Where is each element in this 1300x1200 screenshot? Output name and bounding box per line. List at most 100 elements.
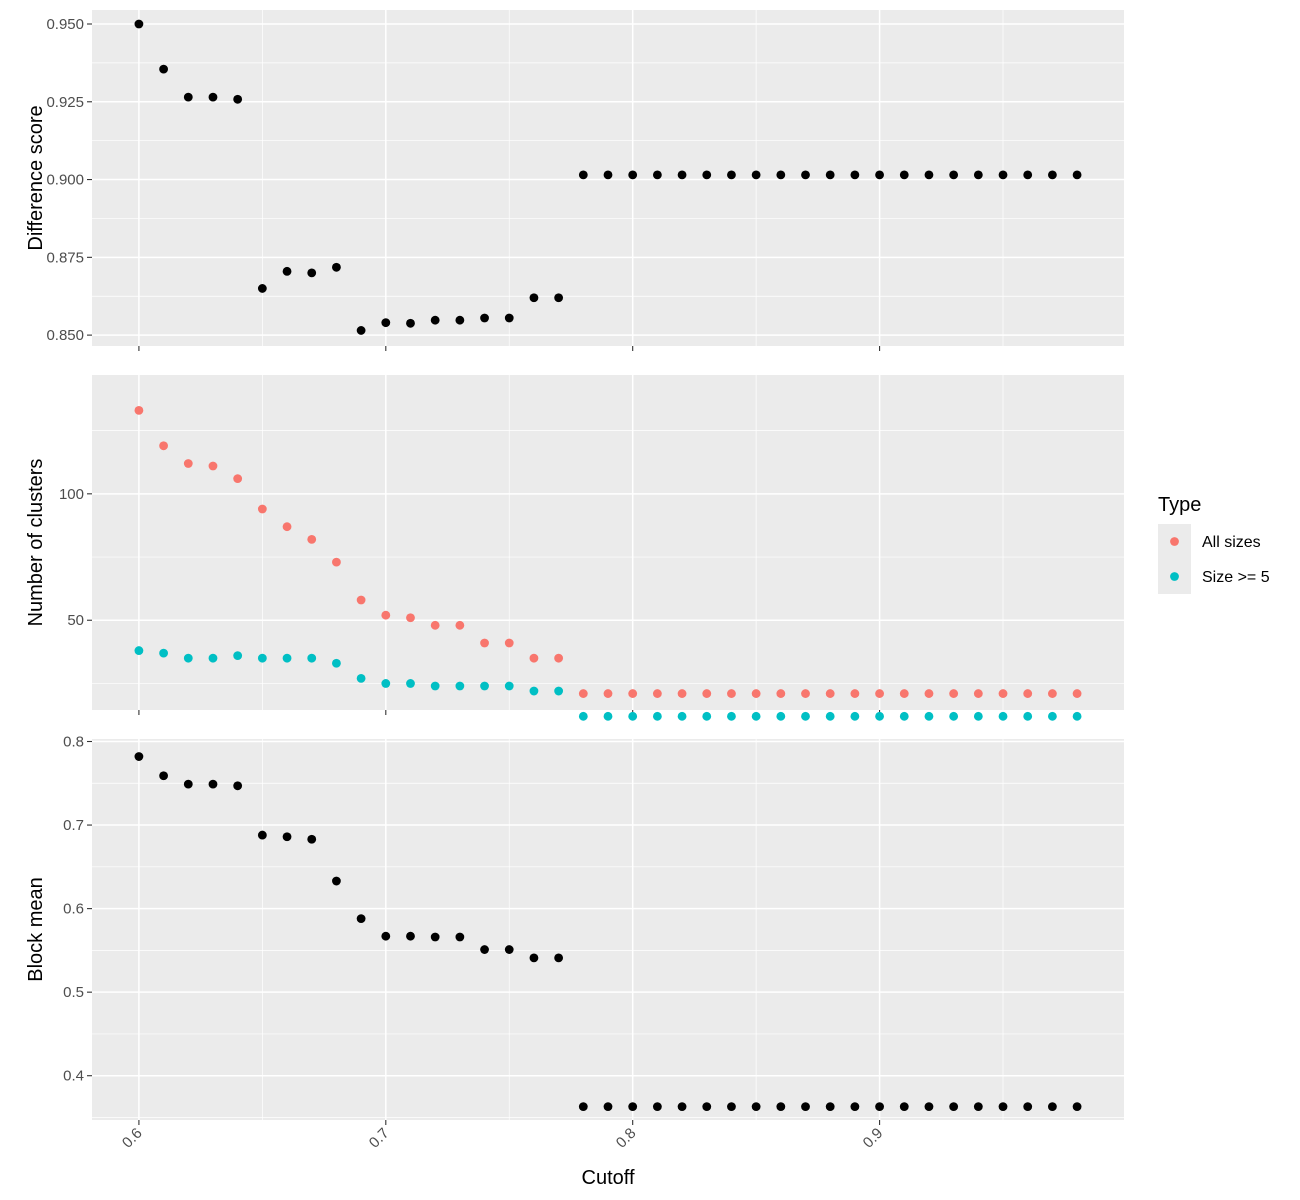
data-point (1072, 1102, 1082, 1112)
data-point (282, 266, 292, 276)
panel-difference-score: 0.850 0.875 0.900 0.925 0.950 Difference scor… (25, 10, 1124, 351)
data-point (998, 689, 1008, 698)
series-number-of-clusters-1 (134, 646, 1082, 721)
data-point (208, 461, 218, 471)
data-point (406, 318, 415, 328)
data-point (1023, 689, 1033, 698)
data-point (949, 689, 959, 698)
data-point (356, 326, 366, 335)
data-point (973, 689, 983, 698)
data-point (554, 293, 564, 303)
data-point (801, 689, 810, 698)
data-point (208, 92, 218, 102)
data-point (307, 534, 317, 544)
data-point (332, 658, 341, 668)
x-tick-label: 0.7 (366, 1125, 393, 1152)
data-point (875, 711, 884, 721)
legend-items: All sizes Size >= 5 (1158, 524, 1270, 594)
data-point (702, 170, 712, 180)
x-axis-title: Cutoff (582, 1167, 635, 1189)
series-difference-score-0 (134, 19, 1082, 335)
data-point (677, 711, 687, 721)
panel-block-mean: 0.4 0.5 0.6 0.7 0.8 Block mean (25, 734, 1124, 1125)
data-point (307, 834, 317, 844)
legend-label: Size >= 5 (1202, 569, 1270, 586)
data-point (973, 170, 983, 180)
data-point (480, 313, 489, 323)
data-point (183, 653, 193, 663)
data-point (578, 1102, 588, 1112)
data-point (257, 504, 267, 514)
data-point (504, 945, 514, 954)
data-point (257, 830, 267, 840)
data-point (134, 646, 144, 655)
legend-title: Type (1158, 494, 1201, 516)
y-tick-label: 0.6 (63, 901, 84, 918)
data-point (603, 689, 613, 698)
y-tick-label: 0.850 (46, 327, 84, 344)
data-point (825, 1102, 835, 1112)
data-point (430, 620, 440, 630)
data-point (973, 711, 983, 721)
data-point (1048, 170, 1057, 180)
data-point (677, 689, 687, 698)
data-point (677, 170, 687, 180)
data-point (875, 689, 884, 698)
data-point (924, 1102, 934, 1112)
data-point (159, 441, 168, 451)
y-tick-label: 100 (59, 486, 84, 503)
data-point (776, 711, 786, 721)
data-point (183, 779, 193, 789)
data-point (554, 653, 564, 663)
data-point (727, 170, 736, 180)
data-point (233, 781, 243, 791)
panel-background (92, 739, 1124, 1120)
data-point (381, 318, 391, 328)
data-point (208, 779, 218, 789)
data-point (652, 689, 662, 698)
data-point (257, 653, 267, 663)
data-point (949, 1102, 959, 1112)
data-point (899, 689, 909, 698)
data-point (776, 170, 786, 180)
data-point (356, 914, 366, 924)
data-point (529, 686, 539, 696)
data-point (801, 1102, 810, 1112)
data-point (825, 170, 835, 180)
data-point (875, 170, 884, 180)
x-tick-label: 0.9 (860, 1125, 887, 1152)
data-point (825, 689, 835, 698)
data-point (480, 945, 489, 954)
y-tick-label: 0.925 (46, 94, 84, 111)
data-point (628, 170, 638, 180)
data-point (134, 19, 144, 29)
data-point (998, 1102, 1008, 1112)
data-point (504, 313, 514, 323)
y-tick-label: 0.4 (63, 1068, 84, 1085)
data-point (159, 64, 168, 74)
data-point (603, 170, 613, 180)
data-point (233, 94, 243, 104)
data-point (356, 673, 366, 683)
data-point (480, 638, 489, 648)
y-tick-label: 0.7 (63, 817, 84, 834)
data-point (332, 557, 341, 567)
data-point (899, 170, 909, 180)
panel-background (92, 375, 1124, 710)
data-point (430, 315, 440, 325)
data-point (727, 689, 736, 698)
y-axis-title: Difference score (25, 105, 47, 250)
y-axis-title: Number of clusters (25, 459, 47, 627)
panel-number-of-clusters: 50 100 Number of clusters (25, 375, 1124, 721)
data-point (998, 711, 1008, 721)
data-point (282, 832, 292, 842)
data-point (134, 405, 144, 415)
series-block-mean-0 (134, 752, 1082, 1112)
data-point (801, 170, 810, 180)
data-point (159, 771, 168, 781)
data-point (652, 711, 662, 721)
legend-label: All sizes (1202, 534, 1261, 551)
data-point (1048, 711, 1057, 721)
data-point (801, 711, 810, 721)
